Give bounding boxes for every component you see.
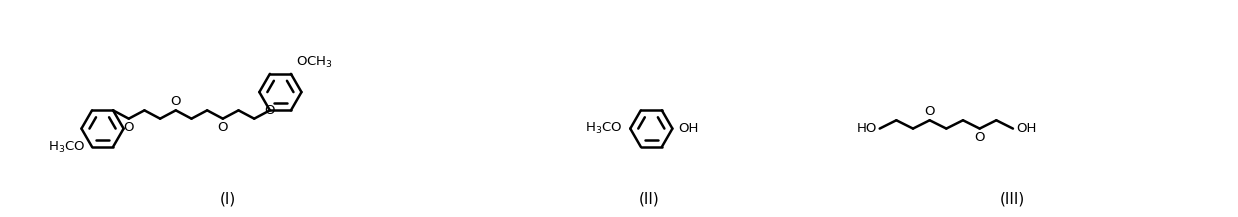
Text: H$_3$CO: H$_3$CO xyxy=(48,140,85,155)
Text: OCH$_3$: OCH$_3$ xyxy=(296,55,333,70)
Text: O: O xyxy=(265,104,275,117)
Text: (I): (I) xyxy=(220,192,236,207)
Text: HO: HO xyxy=(857,122,877,135)
Text: O: O xyxy=(171,95,181,108)
Text: (III): (III) xyxy=(999,192,1025,207)
Text: O: O xyxy=(974,131,985,144)
Text: O: O xyxy=(925,105,935,118)
Text: H$_3$CO: H$_3$CO xyxy=(586,121,623,136)
Text: O: O xyxy=(218,122,228,134)
Text: OH: OH xyxy=(678,122,698,135)
Text: OH: OH xyxy=(1016,122,1036,135)
Text: O: O xyxy=(124,122,134,134)
Text: (II): (II) xyxy=(639,192,660,207)
